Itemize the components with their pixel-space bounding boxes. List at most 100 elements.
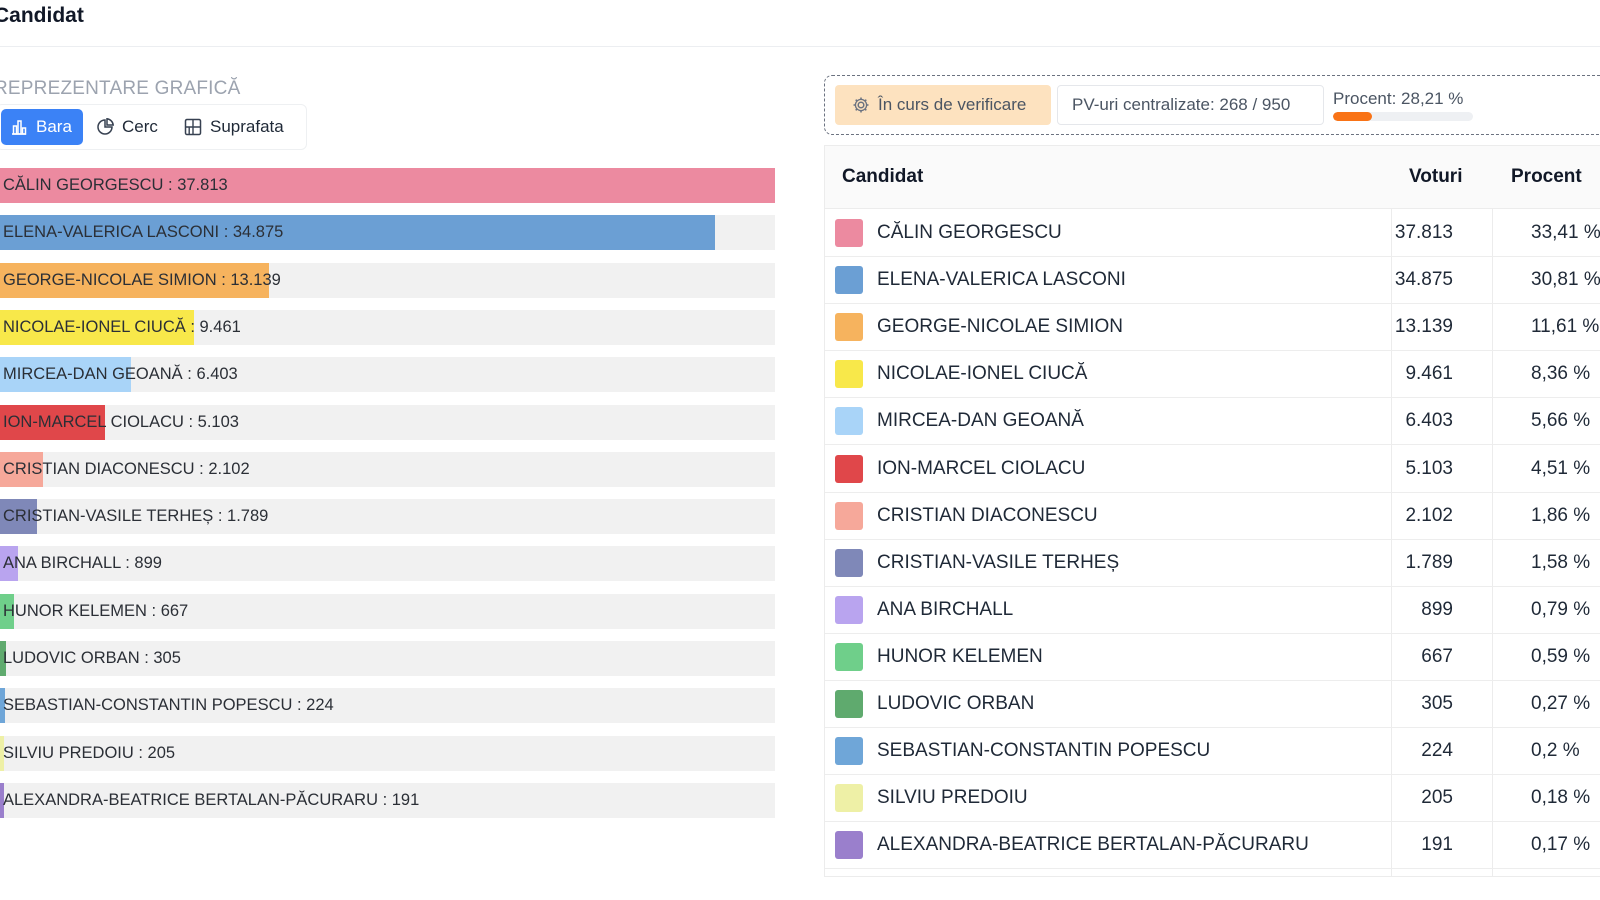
- table-row: ANA BIRCHALL 899 0,79 %: [825, 586, 1600, 634]
- vote-count: 2.102: [1405, 504, 1453, 526]
- bar[interactable]: [0, 546, 19, 582]
- vote-count: 224: [1421, 740, 1453, 762]
- area-view-label: Suprafata: [210, 117, 284, 136]
- candidate-name: CRISTIAN DIACONESCU: [877, 504, 1098, 526]
- bar-track: GEORGE-NICOLAE SIMION : 13.139: [0, 262, 775, 298]
- vote-percent: 30,81 %: [1531, 269, 1600, 291]
- vote-percent: 11,61 %: [1531, 316, 1600, 338]
- bar-track: SEBASTIAN-CONSTANTIN POPESCU : 224: [0, 688, 775, 724]
- vote-count: 34.875: [1394, 269, 1453, 291]
- bar-label: ION-MARCEL CIOLACU : 5.103: [3, 412, 239, 431]
- bar-label: SEBASTIAN-CONSTANTIN POPESCU : 224: [3, 696, 334, 715]
- bar-label: LUDOVIC ORBAN : 305: [3, 649, 181, 667]
- area-chart-icon: [184, 118, 202, 136]
- bar[interactable]: [0, 499, 37, 535]
- percent-progress-bar: [1333, 112, 1473, 121]
- candidate-name: HUNOR KELEMEN: [877, 645, 1043, 667]
- bar-view-button[interactable]: Bara: [1, 109, 83, 145]
- table-row: CRISTIAN-VASILE TERHEȘ 1.789 1,58 %: [825, 539, 1600, 587]
- header-candidate[interactable]: Candidat: [842, 166, 924, 187]
- bar-track: CRISTIAN DIACONESCU : 2.102: [0, 451, 775, 487]
- bar-track: ION-MARCEL CIOLACU : 5.103: [0, 404, 775, 440]
- color-swatch: [835, 784, 863, 813]
- color-swatch: [835, 595, 863, 624]
- results-table: Candidat Voturi Procent CĂLIN GEORGESCU 3…: [824, 145, 1600, 877]
- column-separator: [1391, 208, 1392, 876]
- bar-track: HUNOR KELEMEN : 667: [0, 593, 775, 629]
- vote-percent: 5,66 %: [1531, 410, 1591, 432]
- bar-label: ALEXANDRA-BEATRICE BERTALAN-PĂCURARU : 1…: [3, 790, 420, 809]
- table-row: ION-MARCEL CIOLACU 5.103 4,51 %: [825, 445, 1600, 493]
- table-row: ELENA-VALERICA LASCONI 34.875 30,81 %: [825, 256, 1600, 305]
- bar-label: GEORGE-NICOLAE SIMION : 13.139: [3, 270, 281, 289]
- candidate-name: ALEXANDRA-BEATRICE BERTALAN-PĂCURARU: [877, 834, 1309, 856]
- bar-track: LUDOVIC ORBAN : 305: [0, 641, 775, 676]
- color-swatch: [835, 454, 863, 483]
- bar-label: ELENA-VALERICA LASCONI : 34.875: [3, 223, 284, 242]
- candidate-name: SILVIU PREDOIU: [877, 787, 1028, 809]
- table-row: SILVIU PREDOIU 205 0,18 %: [825, 774, 1600, 823]
- vote-count: 37.813: [1394, 222, 1453, 243]
- vote-percent: 0,79 %: [1531, 598, 1591, 620]
- color-swatch: [835, 219, 863, 247]
- bar[interactable]: [0, 735, 5, 771]
- vote-percent: 0,59 %: [1531, 645, 1591, 667]
- bar[interactable]: [0, 688, 5, 724]
- vote-percent: 4,51 %: [1531, 457, 1591, 479]
- status-badge: În curs de verificare: [835, 85, 1051, 125]
- table-row: CĂLIN GEORGESCU 37.813 33,41 %: [825, 209, 1600, 257]
- column-separator: [1492, 208, 1493, 876]
- pie-view-button[interactable]: Cerc: [87, 109, 169, 145]
- bar-label: CĂLIN GEORGESCU : 37.813: [3, 176, 228, 194]
- candidate-name: CRISTIAN-VASILE TERHEȘ: [877, 551, 1120, 573]
- bar-track: SILVIU PREDOIU : 205: [0, 735, 775, 771]
- vote-count: 9.461: [1405, 363, 1453, 385]
- vote-count: 191: [1421, 834, 1453, 856]
- vote-percent: 1,86 %: [1531, 504, 1591, 526]
- bar[interactable]: [0, 593, 14, 629]
- bar[interactable]: [0, 451, 44, 487]
- candidate-name: ION-MARCEL CIOLACU: [877, 457, 1086, 479]
- header-divider: [0, 46, 1600, 47]
- bar-label: HUNOR KELEMEN : 667: [3, 601, 189, 620]
- vote-bar-chart: CĂLIN GEORGESCU : 37.813 ELENA-VALERICA L…: [0, 168, 775, 848]
- table-row: NICOLAE-IONEL CIUCĂ 9.461 8,36 %: [825, 350, 1600, 399]
- vote-count: 205: [1421, 787, 1453, 809]
- bar-label: MIRCEA-DAN GEOANĂ : 6.403: [3, 365, 238, 384]
- vote-count: 1.789: [1405, 551, 1453, 573]
- bar[interactable]: [0, 782, 4, 818]
- bar-track: ELENA-VALERICA LASCONI : 34.875: [0, 215, 775, 251]
- candidate-name: LUDOVIC ORBAN: [877, 693, 1035, 714]
- bar-track: MIRCEA-DAN GEOANĂ : 6.403: [0, 357, 775, 393]
- pie-chart-icon: [97, 117, 115, 135]
- bar[interactable]: [0, 404, 105, 440]
- vote-percent: 0,27 %: [1531, 693, 1591, 714]
- candidate-name: SEBASTIAN-CONSTANTIN POPESCU: [877, 740, 1211, 762]
- candidate-name: CĂLIN GEORGESCU: [877, 222, 1062, 243]
- gear-icon: [853, 97, 869, 113]
- bar[interactable]: [0, 168, 775, 203]
- header-votes[interactable]: Voturi: [1409, 166, 1463, 187]
- bar[interactable]: [0, 309, 194, 345]
- color-swatch: [835, 737, 863, 766]
- bar[interactable]: [0, 641, 7, 676]
- color-swatch: [835, 360, 863, 389]
- vote-count: 13.139: [1394, 316, 1453, 338]
- vote-percent: 8,36 %: [1531, 363, 1591, 385]
- vote-percent: 33,41 %: [1531, 222, 1600, 243]
- color-swatch: [835, 407, 863, 436]
- color-swatch: [835, 501, 863, 530]
- bar-chart-icon: [12, 120, 27, 135]
- bar[interactable]: [0, 262, 270, 298]
- vote-percent: 0,17 %: [1531, 834, 1591, 856]
- bar-track: ANA BIRCHALL : 899: [0, 546, 775, 582]
- bar[interactable]: [0, 357, 132, 393]
- bar-view-label: Bara: [36, 117, 72, 136]
- header-percent[interactable]: Procent: [1511, 166, 1582, 187]
- status-panel: În curs de verificare PV-uri centralizat…: [824, 75, 1600, 135]
- area-view-button[interactable]: Suprafata: [175, 109, 303, 145]
- table-row: CRISTIAN DIACONESCU 2.102 1,86 %: [825, 492, 1600, 540]
- page-title: Candidat: [0, 4, 84, 27]
- candidate-name: MIRCEA-DAN GEOANĂ: [877, 410, 1084, 432]
- bar[interactable]: [0, 215, 715, 251]
